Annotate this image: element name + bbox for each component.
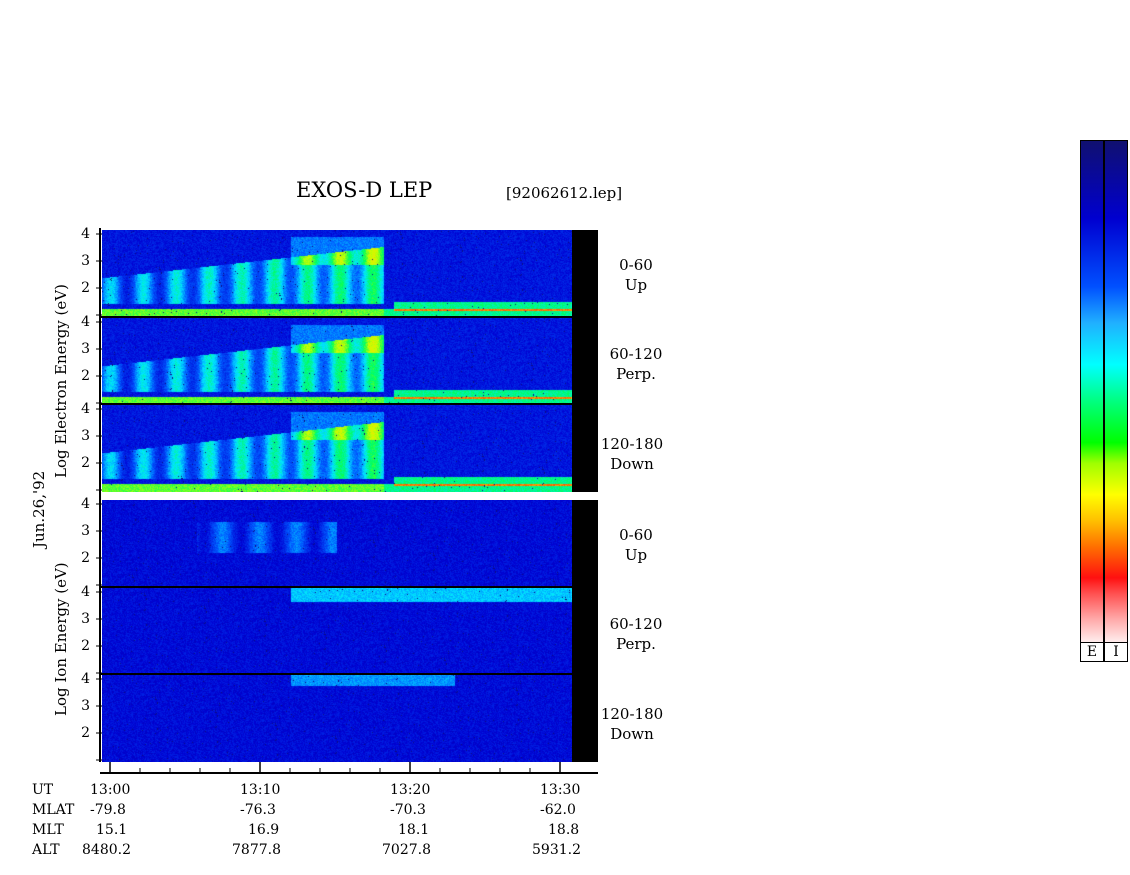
channel-range: 60-120 [609,345,663,363]
ion-axis-label: Log Ion Energy (eV) [52,562,70,716]
channel-label-i2: 60-120 Perp. [596,614,676,654]
y-tick-label: 2 [81,280,90,296]
colorbar-ion [1104,140,1128,662]
row-name: ALT [32,842,60,858]
y-tick-label: 4 [81,314,90,330]
ephem-row-ut: UT 13:00 13:10 13:20 13:30 [0,782,600,802]
channel-dir: Perp. [616,365,656,383]
spectrogram-ion-perp [102,588,572,675]
y-tick-label: 4 [81,584,90,600]
ephem-value: 13:00 [90,782,131,798]
channel-dir: Down [610,455,654,473]
ephem-row-mlt: MLT 15.1 16.9 18.1 18.8 [0,822,600,842]
colorbar-electron [1080,140,1104,662]
channel-label-e1: 0-60 Up [596,255,676,295]
channel-dir: Perp. [616,635,656,653]
y-tick-label: 3 [81,611,90,627]
row-name: MLAT [32,802,75,818]
channel-dir: Down [610,725,654,743]
ephem-value: 13:30 [540,782,581,798]
ephem-value: 16.9 [248,822,280,838]
channel-range: 60-120 [609,615,663,633]
colorbar-ion-label: I [1104,642,1128,662]
y-tick-label: 2 [81,725,90,741]
date-label: Jun.26,'92 [30,470,48,548]
spectrogram-ion-up [102,500,572,587]
channel-range: 120-180 [600,435,664,453]
data-gap-strip [572,500,598,762]
y-tick-label: 2 [81,368,90,384]
ephem-value: 7027.8 [382,842,431,858]
channel-label-i1: 0-60 Up [596,525,676,565]
spectrogram-ion-down [102,675,572,762]
ephem-value: 8480.2 [82,842,131,858]
ephem-value: -70.3 [390,802,426,818]
ephem-value: 18.1 [398,822,430,838]
ephem-value: 5931.2 [532,842,581,858]
channel-dir: Up [624,276,648,294]
colorbar-electron-label: E [1080,642,1104,662]
y-tick-label: 4 [81,671,90,687]
ephem-row-mlat: MLAT -79.8 -76.3 -70.3 -62.0 [0,802,600,822]
ephem-value: 13:10 [240,782,281,798]
y-tick-label: 2 [81,638,90,654]
data-gap-strip [572,230,598,492]
ephem-value: 7877.8 [232,842,281,858]
channel-range: 0-60 [619,526,653,544]
ephem-value: 18.8 [548,822,580,838]
channel-label-i3: 120-180 Down [592,704,672,744]
ephem-value: -79.8 [90,802,126,818]
y-tick-label: 3 [81,428,90,444]
ephemeris-table: UT 13:00 13:10 13:20 13:30 MLAT -79.8 -7… [0,782,600,862]
channel-range: 120-180 [600,705,664,723]
ephem-value: 15.1 [96,822,128,838]
y-tick-label: 3 [81,698,90,714]
spectrogram-electron-up [102,230,572,317]
y-tick-label: 4 [81,401,90,417]
spectrogram-electron-down [102,405,572,492]
ephem-row-alt: ALT 8480.2 7877.8 7027.8 5931.2 [0,842,600,862]
y-tick-label: 3 [81,523,90,539]
row-name: UT [32,782,54,798]
ephem-value: 13:20 [390,782,431,798]
channel-dir: Up [624,546,648,564]
y-tick-label: 4 [81,226,90,242]
y-tick-label: 4 [81,496,90,512]
channel-label-e3: 120-180 Down [592,434,672,474]
channel-range: 0-60 [619,256,653,274]
electron-axis-label: Log Electron Energy (eV) [52,284,70,478]
row-name: MLT [32,822,64,838]
ephem-value: -76.3 [240,802,276,818]
y-tick-label: 3 [81,253,90,269]
channel-label-e2: 60-120 Perp. [596,344,676,384]
y-tick-label: 2 [81,455,90,471]
y-tick-label: 3 [81,341,90,357]
y-tick-label: 2 [81,550,90,566]
chart-title: EXOS-D LEP [296,178,433,202]
ephem-value: -62.0 [540,802,576,818]
spectrogram-electron-perp [102,318,572,405]
file-name: [92062612.lep] [506,184,623,202]
